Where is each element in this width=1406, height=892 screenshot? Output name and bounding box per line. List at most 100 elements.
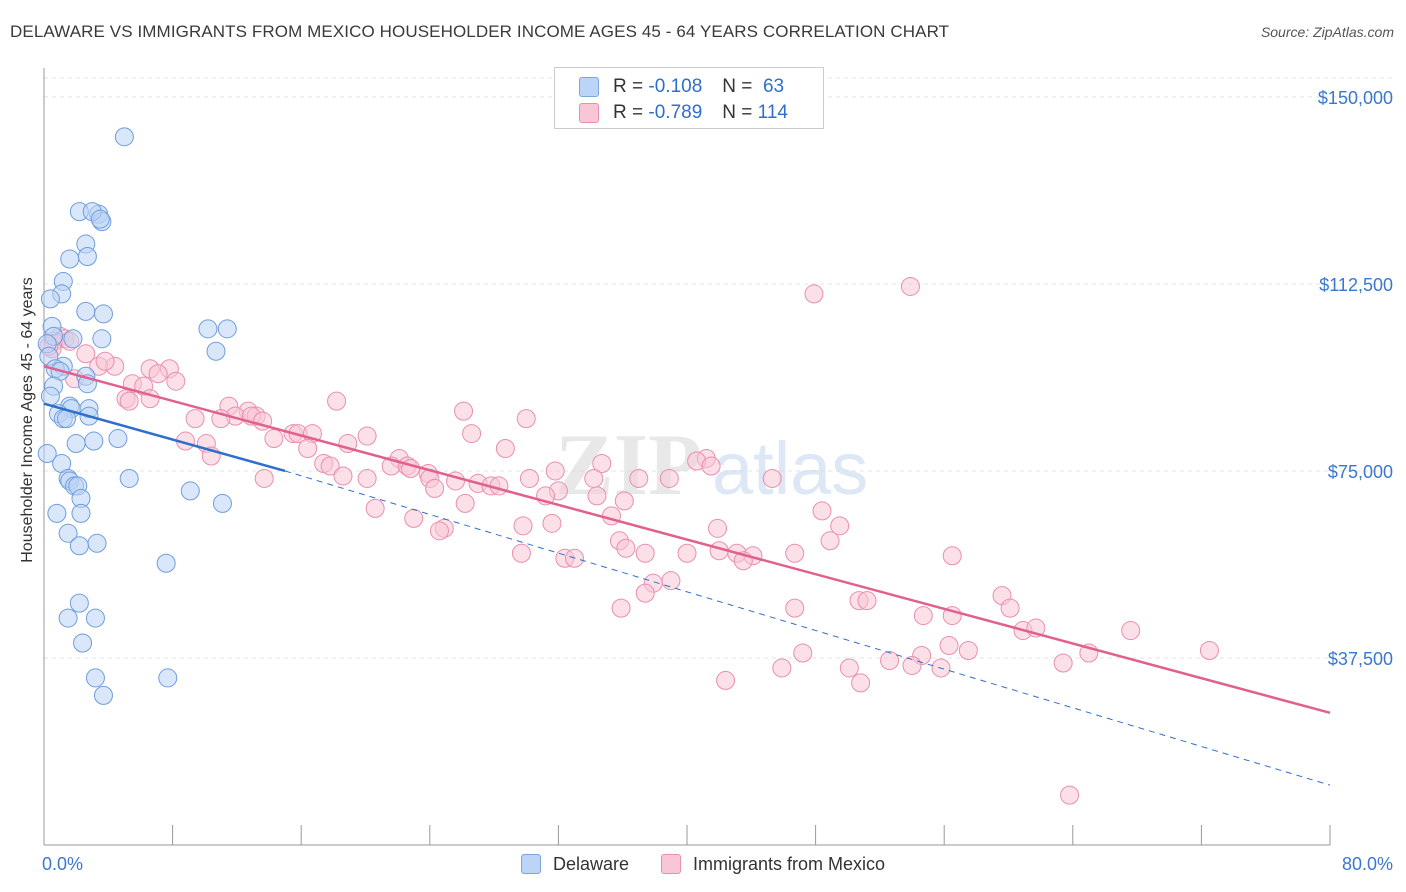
mexico-point (495, 439, 515, 459)
delaware-point (114, 127, 134, 147)
mexico-point (429, 521, 449, 541)
mexico-point (785, 598, 805, 618)
axes (43, 68, 1331, 846)
delaware-point (217, 319, 237, 339)
delaware-point (84, 431, 104, 451)
delaware-point (40, 386, 60, 406)
mexico-point (455, 493, 475, 513)
mexico-point (880, 650, 900, 670)
delaware-legend-swatch (520, 854, 541, 874)
mexico-point (425, 478, 445, 498)
mexico-point (629, 468, 649, 488)
delaware-point (180, 481, 200, 501)
mexico-point (942, 546, 962, 566)
mexico-point (542, 513, 562, 533)
delaware-point (90, 209, 110, 229)
mexico-point (701, 456, 721, 476)
mexico-point (958, 641, 978, 661)
delaware-point (158, 668, 178, 688)
delaware-point (71, 503, 91, 523)
legend-row-mexico: R = -0.789 N = 114 (579, 101, 788, 125)
legend-row-delaware: R = -0.108 N = 63 (579, 75, 784, 99)
mexico-point (902, 655, 922, 675)
mexico-point (772, 658, 792, 678)
delaware-point (69, 593, 89, 613)
mexico-point (635, 543, 655, 563)
mexico-point (545, 461, 565, 481)
delaware-point (93, 685, 113, 705)
legend-item-mexico[interactable]: Immigrants from Mexico (661, 854, 885, 875)
delaware-point (93, 304, 113, 324)
mexico-point (857, 591, 877, 611)
mexico-point (839, 658, 859, 678)
delaware-point (108, 429, 128, 449)
mexico-point (708, 518, 728, 538)
series-legend: Delaware Immigrants from Mexico (0, 851, 1406, 877)
mexico-point (264, 429, 284, 449)
mexico-point (587, 486, 607, 506)
delaware-point (212, 493, 232, 513)
y-axis-label: Householder Income Ages 45 - 64 years (19, 277, 36, 563)
mexico-point (511, 543, 531, 563)
watermark-atlas: atlas (712, 427, 868, 510)
mexico-point (762, 468, 782, 488)
mexico-point (584, 468, 604, 488)
delaware-legend-label: Delaware (552, 853, 629, 874)
mexico-point (95, 351, 115, 371)
mexico-point (661, 571, 681, 591)
mexico-point (614, 491, 634, 511)
mexico-point (254, 468, 274, 488)
delaware-point (47, 503, 67, 523)
mexico-n-value: 114 (757, 102, 788, 123)
n-label: N = (722, 102, 753, 123)
delaware-point (156, 553, 176, 573)
delaware-point (198, 319, 218, 339)
delaware-point (63, 329, 83, 349)
mexico-point (76, 344, 96, 364)
delaware-point (119, 468, 139, 488)
mexico-point (1053, 653, 1073, 673)
delaware-point (40, 289, 60, 309)
mexico-point (454, 401, 474, 421)
legend-item-delaware[interactable]: Delaware (520, 853, 629, 875)
mexico-legend-swatch (661, 854, 681, 874)
mexico-point (519, 468, 539, 488)
mexico-point (404, 508, 424, 528)
tick-labels: $37,500 $75,000 $112,500 $150,000 0.0% 80.0% (42, 88, 1393, 874)
mexico-point (148, 364, 168, 384)
mexico-point (616, 538, 636, 558)
n-label: N = (722, 76, 753, 97)
mexico-point (327, 391, 347, 411)
mexico-point (592, 453, 612, 473)
y-tick-label: $112,500 (1319, 275, 1393, 295)
mexico-point (939, 636, 959, 656)
mexico-point (513, 516, 533, 536)
delaware-point (77, 247, 97, 267)
mexico-point (320, 456, 340, 476)
delaware-point (85, 608, 105, 628)
delaware-trend-line (43, 402, 286, 473)
y-tick-label: $150,000 (1318, 88, 1393, 108)
y-tick-label: $37,500 (1328, 649, 1393, 669)
mexico-point (166, 371, 186, 391)
source-label: Source: ZipAtlas.com (1260, 24, 1394, 40)
series-delaware (37, 127, 237, 705)
mexico-point (820, 531, 840, 551)
delaware-point (76, 301, 96, 321)
mexico-point (851, 673, 871, 693)
mexico-point (333, 466, 353, 486)
mexico-trend-line (43, 365, 1331, 715)
mexico-point (635, 583, 655, 603)
delaware-n-value: 63 (762, 76, 785, 97)
delaware-point (37, 444, 57, 464)
mexico-point (298, 439, 318, 459)
mexico-point (365, 498, 385, 518)
delaware-point (66, 434, 86, 454)
delaware-swatch (579, 77, 599, 97)
mexico-point (516, 409, 536, 429)
mexico-point (659, 468, 679, 488)
mexico-point (793, 643, 813, 663)
r-label: R = (613, 76, 644, 97)
series-immigrants-from-mexico (39, 276, 1219, 805)
